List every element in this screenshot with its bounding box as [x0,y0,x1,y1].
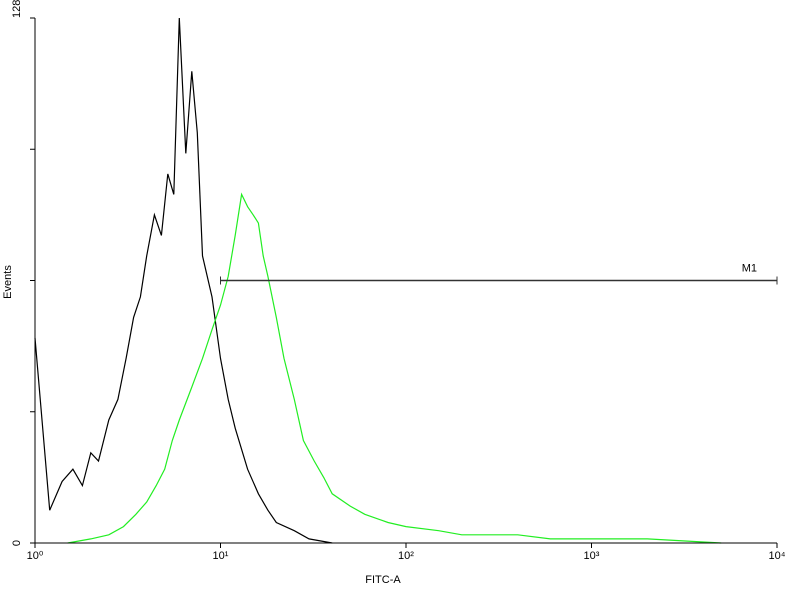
y-tick-label: 128 [11,0,23,18]
marker-label: M1 [742,262,757,274]
y-axis-label: Events [2,265,14,299]
y-tick-label: 0 [11,540,23,546]
histogram-line [34,17,333,544]
x-tick-label: 10³ [584,550,600,562]
x-tick-label: 10² [398,550,414,562]
x-axis-label: FITC-A [365,574,401,586]
x-tick-label: 10⁴ [769,550,786,562]
x-tick-label: 10¹ [213,550,229,562]
histogram-line [67,192,722,544]
x-tick-label: 10⁰ [27,550,44,562]
